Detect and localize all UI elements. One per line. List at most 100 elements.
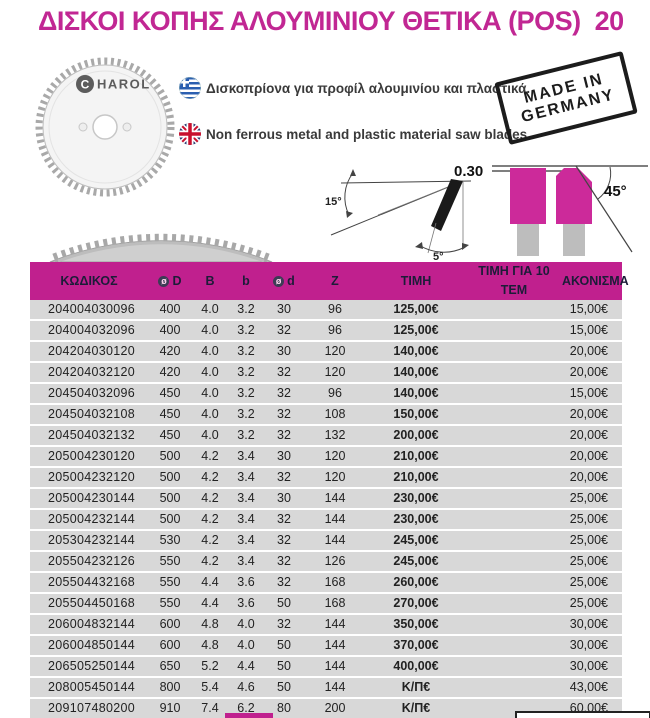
blade-rim-icon xyxy=(49,233,273,263)
saw-blade-image: C HAROL xyxy=(33,53,177,202)
table-cell: 144 xyxy=(304,656,366,678)
table-cell: 50 xyxy=(264,656,304,678)
table-cell: 205504450168 xyxy=(30,593,148,615)
col-header-body-thickness: B xyxy=(192,262,228,300)
table-cell xyxy=(466,530,562,552)
table-cell: 20,00€ xyxy=(562,404,622,426)
col-header-code: ΚΩΔΙΚΟΣ xyxy=(30,262,148,300)
table-row: 206004850144 600 4.8 4.0 50 144 370,00€ 30,00€ xyxy=(30,635,622,657)
table-cell: 3.2 xyxy=(228,404,264,426)
table-cell: 3.4 xyxy=(228,530,264,552)
table-cell: 3.4 xyxy=(228,488,264,510)
table-cell: 32 xyxy=(264,509,304,531)
table-cell: 204504032132 xyxy=(30,425,148,447)
table-cell: 4.2 xyxy=(192,509,228,531)
table-cell: 3.2 xyxy=(228,320,264,342)
table-cell: 80 xyxy=(264,698,304,718)
table-cell: 144 xyxy=(304,488,366,510)
col-header-teeth-label: Z xyxy=(331,273,339,288)
table-row: 204004032096 400 4.0 3.2 32 96 125,00€ 15,00€ xyxy=(30,320,622,342)
table-cell: 30,00€ xyxy=(562,656,622,678)
svg-text:5°: 5° xyxy=(433,251,444,261)
svg-text:0.30: 0.30 xyxy=(454,163,483,180)
table-cell: 120 xyxy=(304,446,366,468)
svg-text:45°: 45° xyxy=(604,183,627,200)
table-cell: 25,00€ xyxy=(562,551,622,573)
table-cell: 5.2 xyxy=(192,656,228,678)
table-cell: 3.2 xyxy=(228,383,264,405)
table-row: 209107480200 910 7.4 6.2 80 200 Κ/Π€ 60,00€ xyxy=(30,698,622,718)
svg-text:C: C xyxy=(81,78,90,92)
table-cell: 4.4 xyxy=(192,593,228,615)
table-cell: 25,00€ xyxy=(562,488,622,510)
table-cell: 20,00€ xyxy=(562,341,622,363)
greek-description: Δισκοπρίονα για προφίλ αλουμινίου και πλ… xyxy=(206,81,531,96)
table-cell: 800 xyxy=(148,677,192,699)
table-cell: 910 xyxy=(148,698,192,718)
table-row: 205004230144 500 4.2 3.4 30 144 230,00€ 25,00€ xyxy=(30,488,622,510)
col-header-price-label: ΤΙΜΗ xyxy=(400,273,432,288)
table-cell: 450 xyxy=(148,425,192,447)
table-cell: 132 xyxy=(304,425,366,447)
made-in-germany-stamp: MADE IN GERMANY xyxy=(494,50,638,146)
table-cell: 4.0 xyxy=(192,320,228,342)
table-cell: 30 xyxy=(264,341,304,363)
tooth-angle-diagram: 15° 5° xyxy=(323,153,473,266)
table-cell: 144 xyxy=(304,677,366,699)
table-cell: 120 xyxy=(304,341,366,363)
table-cell: 25,00€ xyxy=(562,593,622,615)
table-cell: 4.0 xyxy=(192,341,228,363)
table-cell: 3.2 xyxy=(228,425,264,447)
table-cell: 4.0 xyxy=(228,635,264,657)
table-cell: 210,00€ xyxy=(366,446,466,468)
table-cell: 96 xyxy=(304,383,366,405)
table-cell: 4.0 xyxy=(192,383,228,405)
table-cell: 206004850144 xyxy=(30,635,148,657)
table-cell xyxy=(466,362,562,384)
table-cell: 500 xyxy=(148,509,192,531)
table-cell: 230,00€ xyxy=(366,488,466,510)
table-cell: 30 xyxy=(264,300,304,321)
table-cell: 3.6 xyxy=(228,572,264,594)
english-description: Non ferrous metal and plastic material s… xyxy=(206,127,531,142)
tooth-angle-icon: 15° 5° xyxy=(325,169,472,263)
table-cell: 32 xyxy=(264,320,304,342)
table-cell: 4.2 xyxy=(192,446,228,468)
kerf-chamfer-diagram: 0.30 45° xyxy=(452,152,650,265)
table-cell: 4.2 xyxy=(192,488,228,510)
table-row: 205504432168 550 4.4 3.6 32 168 260,00€ 25,00€ xyxy=(30,572,622,594)
table-cell: 420 xyxy=(148,341,192,363)
table-cell xyxy=(466,300,562,321)
table-row: 204204030120 420 4.0 3.2 30 120 140,00€ 20,00€ xyxy=(30,341,622,363)
table-cell: 450 xyxy=(148,404,192,426)
table-cell: 15,00€ xyxy=(562,300,622,321)
table-cell xyxy=(466,656,562,678)
table-cell: 4.2 xyxy=(192,530,228,552)
table-cell: 25,00€ xyxy=(562,572,622,594)
table-cell: 200,00€ xyxy=(366,425,466,447)
table-cell: 500 xyxy=(148,488,192,510)
table-row: 206004832144 600 4.8 4.0 32 144 350,00€ 30,00€ xyxy=(30,614,622,636)
col-header-plate-thickness: b xyxy=(228,262,264,300)
table-cell: 20,00€ xyxy=(562,425,622,447)
table-cell: 50 xyxy=(264,593,304,615)
table-cell: 209107480200 xyxy=(30,698,148,718)
table-cell: 500 xyxy=(148,446,192,468)
table-cell: 4.4 xyxy=(228,656,264,678)
diameter-icon: ø xyxy=(158,275,170,287)
table-cell: 204204032120 xyxy=(30,362,148,384)
table-cell: 600 xyxy=(148,614,192,636)
table-cell: 140,00€ xyxy=(366,341,466,363)
kerf-chamfer-icon: 0.30 45° xyxy=(454,163,648,256)
table-cell: 168 xyxy=(304,572,366,594)
table-cell: 3.2 xyxy=(228,362,264,384)
table-cell xyxy=(466,446,562,468)
table-cell: 4.0 xyxy=(192,425,228,447)
table-cell: 3.2 xyxy=(228,300,264,321)
table-cell xyxy=(466,425,562,447)
